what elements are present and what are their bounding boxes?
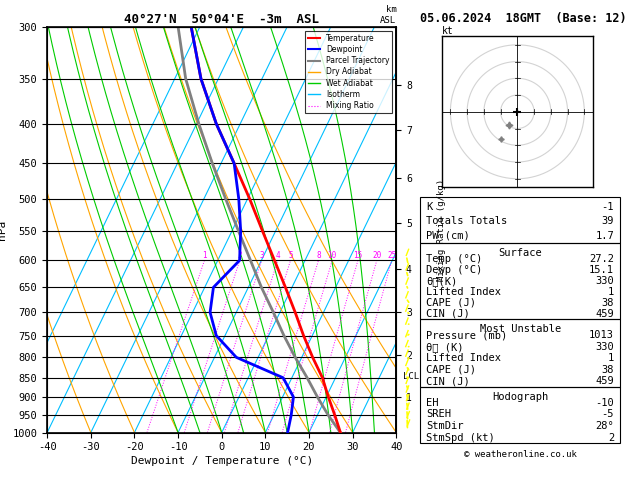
Text: 1: 1 [608,353,614,363]
Text: EH: EH [426,398,438,408]
Text: Temp (°C): Temp (°C) [426,254,482,264]
Text: km
ASL: km ASL [380,5,396,25]
Text: Mixing Ratio (g/kg): Mixing Ratio (g/kg) [437,178,446,281]
Text: 38: 38 [602,298,614,308]
Text: CAPE (J): CAPE (J) [426,365,476,375]
Text: SREH: SREH [426,409,451,419]
Text: 28°: 28° [596,421,614,431]
Text: StmDir: StmDir [426,421,464,431]
Text: Most Unstable: Most Unstable [479,325,561,334]
Text: Hodograph: Hodograph [492,392,548,402]
Text: Lifted Index: Lifted Index [426,353,501,363]
Bar [420,197,620,243]
Text: LCL: LCL [403,372,420,382]
Text: © weatheronline.co.uk: © weatheronline.co.uk [464,450,577,459]
Text: 27.2: 27.2 [589,254,614,264]
Text: PW (cm): PW (cm) [426,231,470,241]
Y-axis label: hPa: hPa [0,220,7,240]
Text: 3: 3 [259,251,264,260]
Text: 8: 8 [316,251,321,260]
Text: CIN (J): CIN (J) [426,309,470,319]
Text: K: K [426,202,432,211]
Text: Totals Totals: Totals Totals [426,216,508,226]
Text: 1: 1 [202,251,207,260]
Title: 40°27'N  50°04'E  -3m  ASL: 40°27'N 50°04'E -3m ASL [124,13,320,26]
Text: 2: 2 [608,433,614,443]
Text: -1: -1 [602,202,614,211]
Text: -5: -5 [602,409,614,419]
X-axis label: Dewpoint / Temperature (°C): Dewpoint / Temperature (°C) [131,456,313,467]
Text: 1.7: 1.7 [596,231,614,241]
Text: CAPE (J): CAPE (J) [426,298,476,308]
Text: 459: 459 [596,309,614,319]
Text: 459: 459 [596,376,614,386]
Text: CIN (J): CIN (J) [426,376,470,386]
Text: 330: 330 [596,276,614,286]
Text: θᴛ (K): θᴛ (K) [426,342,464,352]
Text: 38: 38 [602,365,614,375]
Text: 2: 2 [238,251,242,260]
Text: -10: -10 [596,398,614,408]
Legend: Temperature, Dewpoint, Parcel Trajectory, Dry Adiabat, Wet Adiabat, Isotherm, Mi: Temperature, Dewpoint, Parcel Trajectory… [305,31,392,113]
Text: θᴛ(K): θᴛ(K) [426,276,457,286]
Text: 1013: 1013 [589,330,614,340]
Text: 25: 25 [387,251,396,260]
Text: Lifted Index: Lifted Index [426,287,501,297]
Text: Dewp (°C): Dewp (°C) [426,265,482,275]
Text: 5: 5 [288,251,293,260]
Text: 4: 4 [276,251,280,260]
Text: 39: 39 [602,216,614,226]
Text: kt: kt [442,26,454,35]
Bar [420,387,620,443]
Text: 15.1: 15.1 [589,265,614,275]
Text: 330: 330 [596,342,614,352]
Text: 10: 10 [328,251,337,260]
Text: 05.06.2024  18GMT  (Base: 12): 05.06.2024 18GMT (Base: 12) [420,12,626,25]
Bar [420,319,620,387]
Text: 15: 15 [353,251,362,260]
Text: 1: 1 [608,287,614,297]
Text: StmSpd (kt): StmSpd (kt) [426,433,495,443]
Text: Surface: Surface [498,248,542,258]
Text: Pressure (mb): Pressure (mb) [426,330,508,340]
Bar [420,243,620,319]
Text: 20: 20 [372,251,381,260]
